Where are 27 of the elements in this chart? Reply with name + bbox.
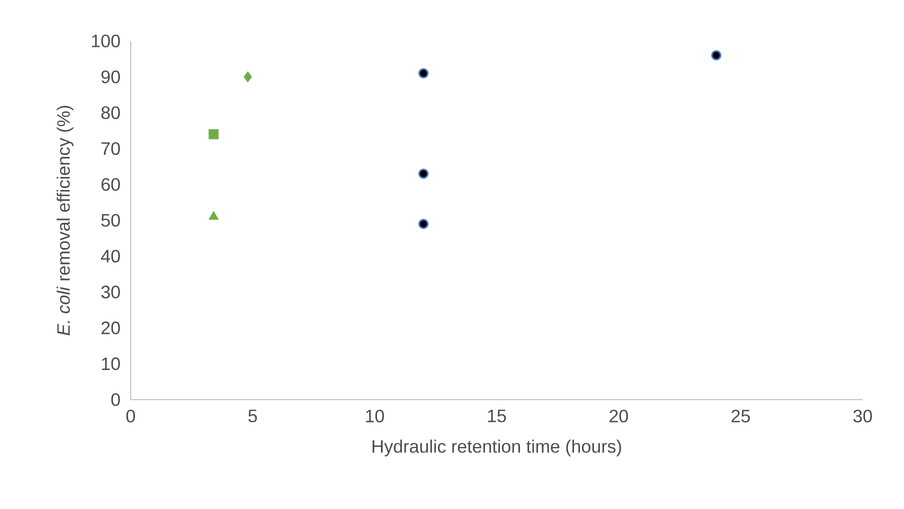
x-tick-label: 0 [126, 410, 135, 422]
x-tick-label: 25 [732, 410, 750, 422]
point [418, 218, 429, 229]
point [711, 50, 722, 60]
point [244, 71, 252, 82]
x-tick-label: 5 [248, 410, 257, 422]
x-tick-label: 10 [366, 410, 384, 422]
y-tick-label: 70 [102, 142, 120, 155]
x-tick-label: 20 [610, 410, 628, 422]
y-tick-label: 10 [102, 357, 120, 370]
point [208, 210, 219, 220]
point [418, 168, 429, 179]
point [208, 129, 219, 140]
y-tick-label: 30 [101, 286, 120, 298]
y-tick-label: 90 [101, 70, 120, 84]
y-tick-label: 0 [111, 393, 120, 406]
y-tick-label: 100 [92, 34, 120, 48]
y-axis-title: E. coli removal efficiency (%) [56, 106, 74, 336]
x-tick-label: 30 [853, 410, 872, 422]
y-tick-label: 50 [101, 214, 120, 227]
y-tick-label: 20 [102, 322, 120, 334]
y-tick-label: 80 [101, 106, 120, 120]
y-tick-label: 40 [101, 250, 120, 263]
y-tick-label: 60 [102, 178, 120, 191]
point [418, 68, 429, 78]
x-axis-title: Hydraulic retention time (hours) [372, 440, 622, 456]
x-tick-label: 15 [488, 410, 506, 422]
